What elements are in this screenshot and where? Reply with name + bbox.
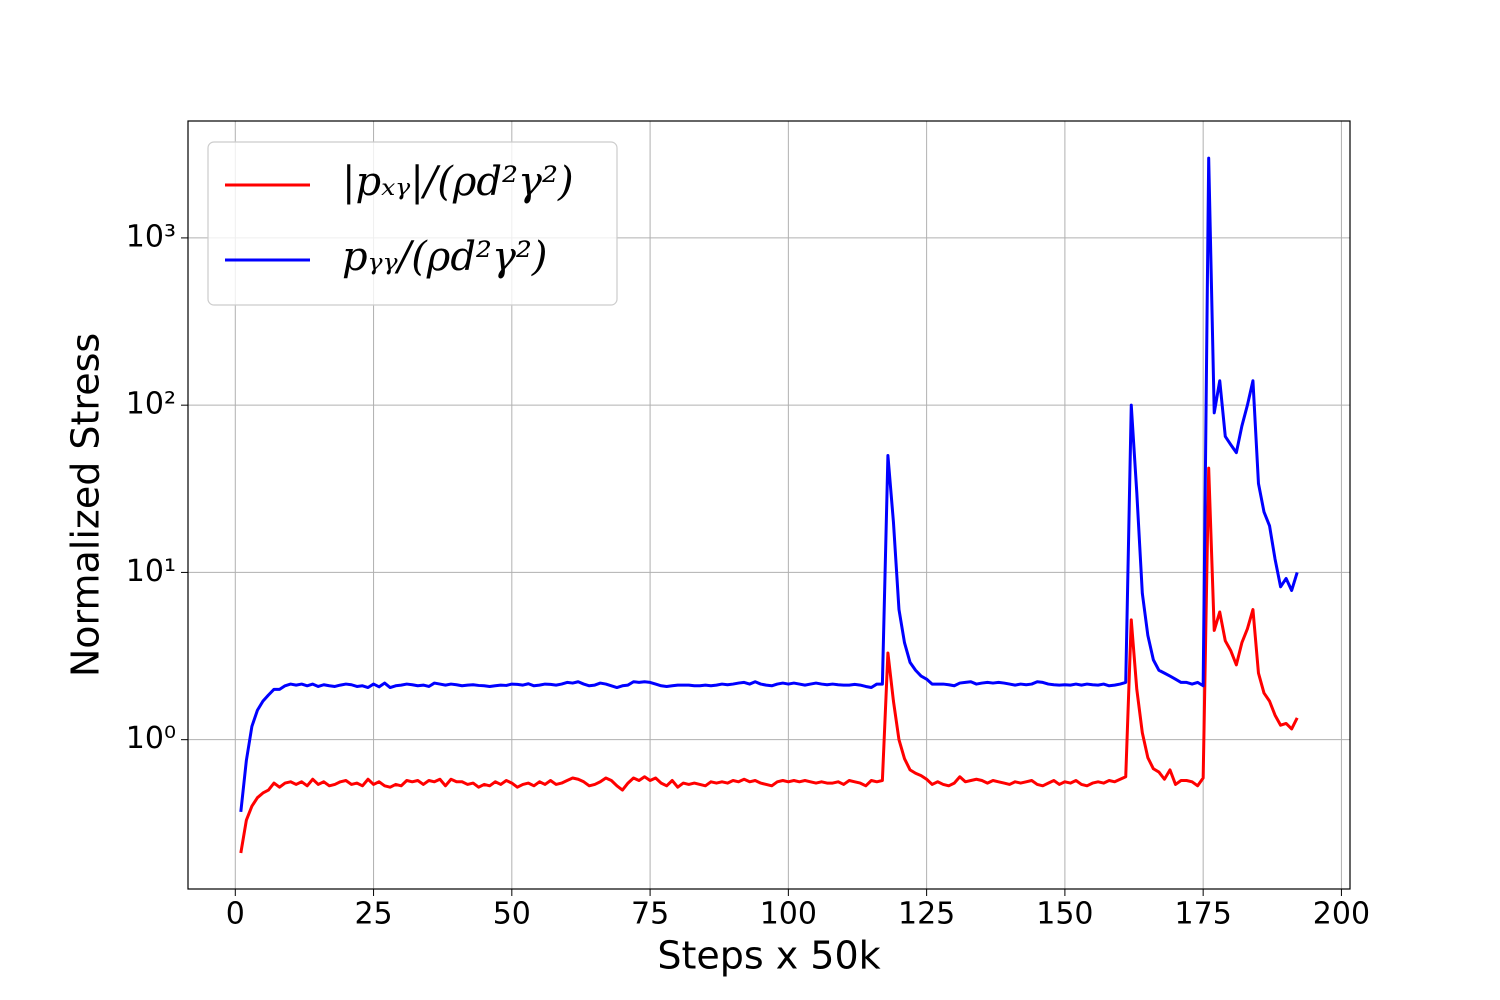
y-tick-label: 10³: [126, 219, 176, 254]
y-tick-label: 10⁰: [126, 721, 176, 756]
x-tick-label: 75: [631, 897, 669, 932]
x-tick-label: 175: [1175, 897, 1232, 932]
x-tick-label: 0: [226, 897, 245, 932]
legend-label: pᵧᵧ/(ρd²γ²): [342, 234, 548, 280]
plot-frame: [187, 120, 1351, 890]
y-tick-label: 10¹: [126, 554, 176, 589]
x-tick-label: 200: [1313, 897, 1370, 932]
series-line: [239, 466, 1299, 854]
x-tick-label: 25: [354, 897, 392, 932]
legend: |pₓᵧ|/(ρd²γ²) pᵧᵧ/(ρd²γ²): [207, 141, 618, 306]
y-tick-label: 10²: [126, 387, 176, 422]
x-tick-label: 100: [760, 897, 817, 932]
x-tick-label: 50: [493, 897, 531, 932]
legend-label: |pₓᵧ|/(ρd²γ²): [342, 159, 574, 205]
x-tick-label: 150: [1036, 897, 1093, 932]
legend-box: [207, 141, 618, 306]
x-tick-label: 125: [898, 897, 955, 932]
series-line: [239, 156, 1299, 813]
x-axis-label: Steps x 50k: [657, 934, 880, 978]
y-axis-label: Normalized Stress: [64, 333, 108, 677]
